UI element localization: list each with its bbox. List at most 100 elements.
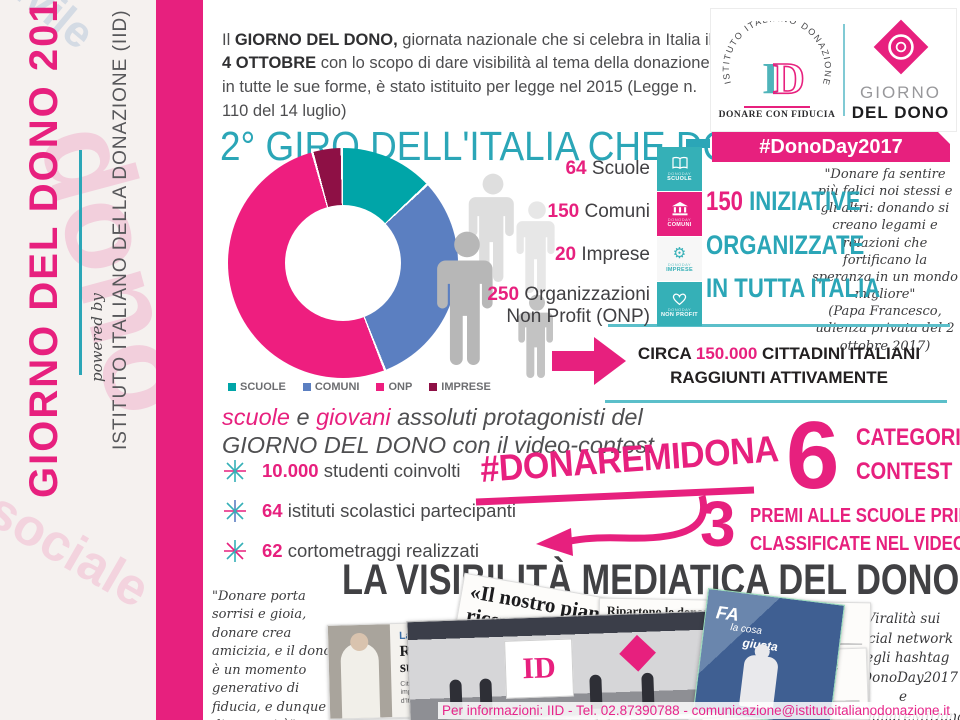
badge-sub: DONODAY xyxy=(667,216,692,222)
gdd-line1: GIORNO xyxy=(860,82,941,102)
initiatives-number: 150 xyxy=(706,186,743,216)
divider xyxy=(608,324,950,327)
diamond-logo-icon xyxy=(873,19,928,74)
sidebar-divider xyxy=(79,150,82,375)
bank-icon xyxy=(671,201,688,215)
iid-logo: ISTITUTO ITALIANO DONAZIONE I D DONARE C… xyxy=(711,13,843,120)
legend-label: SCUOLE xyxy=(240,381,286,393)
heart-icon xyxy=(672,293,687,305)
stat-number: 250 xyxy=(487,284,520,305)
gdd-line2: DEL DONO xyxy=(851,102,950,122)
logos-card: ISTITUTO ITALIANO DONAZIONE I D DONARE C… xyxy=(710,8,957,132)
legend-item: IMPRESE xyxy=(429,381,491,393)
bullet-row: 64 istituti scolastici partecipanti xyxy=(222,498,516,524)
intro-text: giornata nazionale che si celebra in Ita… xyxy=(397,30,713,49)
legend-item: COMUNI xyxy=(302,381,360,393)
stat-row: 250 Organizzazioni Non Profit (ONP) xyxy=(470,284,650,328)
poster-title: GIORNO DEL DONO 2017 xyxy=(22,0,66,498)
stat-number: 20 xyxy=(554,244,577,265)
lead-text: assoluti protagonisti del xyxy=(390,404,643,430)
tv-stage-logo: ID xyxy=(504,638,575,699)
intro-text: Il xyxy=(222,30,235,49)
stat-row: 64 Scuole xyxy=(470,158,650,180)
lead-highlight: giovani xyxy=(316,404,391,430)
iid-underline xyxy=(744,105,810,108)
category-badges: DONODAY SCUOLE DONODAY COMUNI ⚙ DONODAY … xyxy=(657,147,702,327)
intro-bold: 4 OTTOBRE xyxy=(222,54,317,73)
media-section-title: LA VISIBILITÀ MEDIATICA DEL DONO xyxy=(342,556,960,604)
reach-text: CITTADINI ITALIANI xyxy=(757,344,921,363)
stats-list: 64 Scuole 150 Comuni 20 Imprese 250 Orga… xyxy=(470,158,650,344)
stat-label: Organizzazioni Non Profit (ONP) xyxy=(506,284,650,327)
legend-label: IMPRESE xyxy=(441,381,491,393)
divider xyxy=(605,400,947,403)
stat-row: 150 Comuni xyxy=(470,201,650,223)
reach-number: 150.000 xyxy=(695,344,758,363)
legend-item: SCUOLE xyxy=(228,381,286,393)
giorno-del-dono-logo: GIORNO DEL DONO xyxy=(845,18,956,123)
bullet-number: 10.000 xyxy=(262,460,319,481)
pope-photo xyxy=(327,624,393,719)
intro-text: con lo scopo di dare visibilità al tema … xyxy=(222,54,710,121)
badge-scuole: DONODAY SCUOLE xyxy=(657,147,702,191)
asterisk-icon xyxy=(224,540,246,562)
reach-text: RAGGIUNTI ATTIVAMENTE xyxy=(670,367,888,387)
legend-swatch xyxy=(228,383,236,391)
donoday-banner: #DonoDay2017 xyxy=(712,132,950,162)
organization-name: ISTITUTO ITALIANO DELLA DONAZIONE (IID) xyxy=(110,9,131,450)
powered-by-label: powered by xyxy=(88,293,106,382)
asterisk-icon xyxy=(224,500,246,522)
iid-monogram: ISTITUTO ITALIANO DONAZIONE I D xyxy=(721,13,832,104)
bullet-text: cortometraggi realizzati xyxy=(282,540,479,561)
curved-arrow-icon xyxy=(475,486,755,556)
stat-label: Comuni xyxy=(584,201,650,222)
initiatives-text: INIZIATIVE xyxy=(742,186,861,216)
tv-screenshot: FA la cosa giusta xyxy=(692,588,846,720)
stat-label: Scuole xyxy=(591,158,650,179)
donoday-banner-text: #DonoDay2017 xyxy=(759,135,903,158)
legend-swatch xyxy=(302,383,311,391)
contest-label: CONTEST xyxy=(856,458,953,485)
watermark-word: sociale xyxy=(0,480,158,620)
footer-contact: Per informazioni: IID - Tel. 02.87390788… xyxy=(438,702,954,719)
bullet-text: istituti scolastici partecipanti xyxy=(282,500,516,521)
pope-quote: "Donare fa sentire più felici noi stessi… xyxy=(812,166,958,355)
badge-sub: DONODAY xyxy=(667,261,692,267)
bullet-number: 64 xyxy=(262,500,283,521)
book-icon xyxy=(671,156,688,170)
badge-comuni: DONODAY COMUNI xyxy=(657,192,702,236)
person-icon xyxy=(437,231,493,365)
contest-number-6: 6 xyxy=(786,402,840,509)
logo-divider xyxy=(843,24,845,116)
badge-label: COMUNI xyxy=(667,221,692,228)
gears-icon: ⚙ xyxy=(672,243,687,262)
contest-label: CLASSIFICATE NEL VIDEO-CONTEST xyxy=(750,533,960,555)
bullet-row: 10.000 studenti coinvolti xyxy=(222,458,461,484)
asterisk-icon xyxy=(224,460,246,482)
initiatives-line2: ORGANIZZATE xyxy=(706,229,865,260)
tv-show-title: la cosa xyxy=(729,622,763,637)
badge-sub: DONODAY xyxy=(667,306,692,312)
reach-text: CIRCA xyxy=(637,344,696,363)
reach-statement: CIRCA 150.000 CITTADINI ITALIANI RAGGIUN… xyxy=(618,342,940,390)
donut-hole xyxy=(285,205,401,321)
intro-paragraph: Il GIORNO DEL DONO, giornata nazionale c… xyxy=(222,29,714,125)
chart-legend: SCUOLE COMUNI ONP IMPRESE xyxy=(228,381,491,393)
legend-swatch xyxy=(376,383,385,391)
stat-number: 64 xyxy=(565,158,587,179)
people-group xyxy=(435,150,585,410)
person-icon xyxy=(518,294,553,378)
bullet-number: 62 xyxy=(262,540,283,561)
monogram-d: D xyxy=(773,54,805,99)
lead-text: GIORNO DEL DONO con il video-contest xyxy=(222,431,654,458)
bullet-text: studenti coinvolti xyxy=(318,460,461,481)
monogram-i: I xyxy=(762,54,779,99)
legend-swatch xyxy=(429,383,438,391)
legend-label: COMUNI xyxy=(314,381,360,393)
lead-highlight: scuole xyxy=(222,404,290,430)
legend-label: ONP xyxy=(388,381,413,393)
mattarella-quote: "Donare porta sorrisi e gioia, donare cr… xyxy=(212,588,336,720)
diamond-logo-icon xyxy=(619,634,656,672)
lead-statement: scuole e giovani assoluti protagonisti d… xyxy=(222,404,654,459)
